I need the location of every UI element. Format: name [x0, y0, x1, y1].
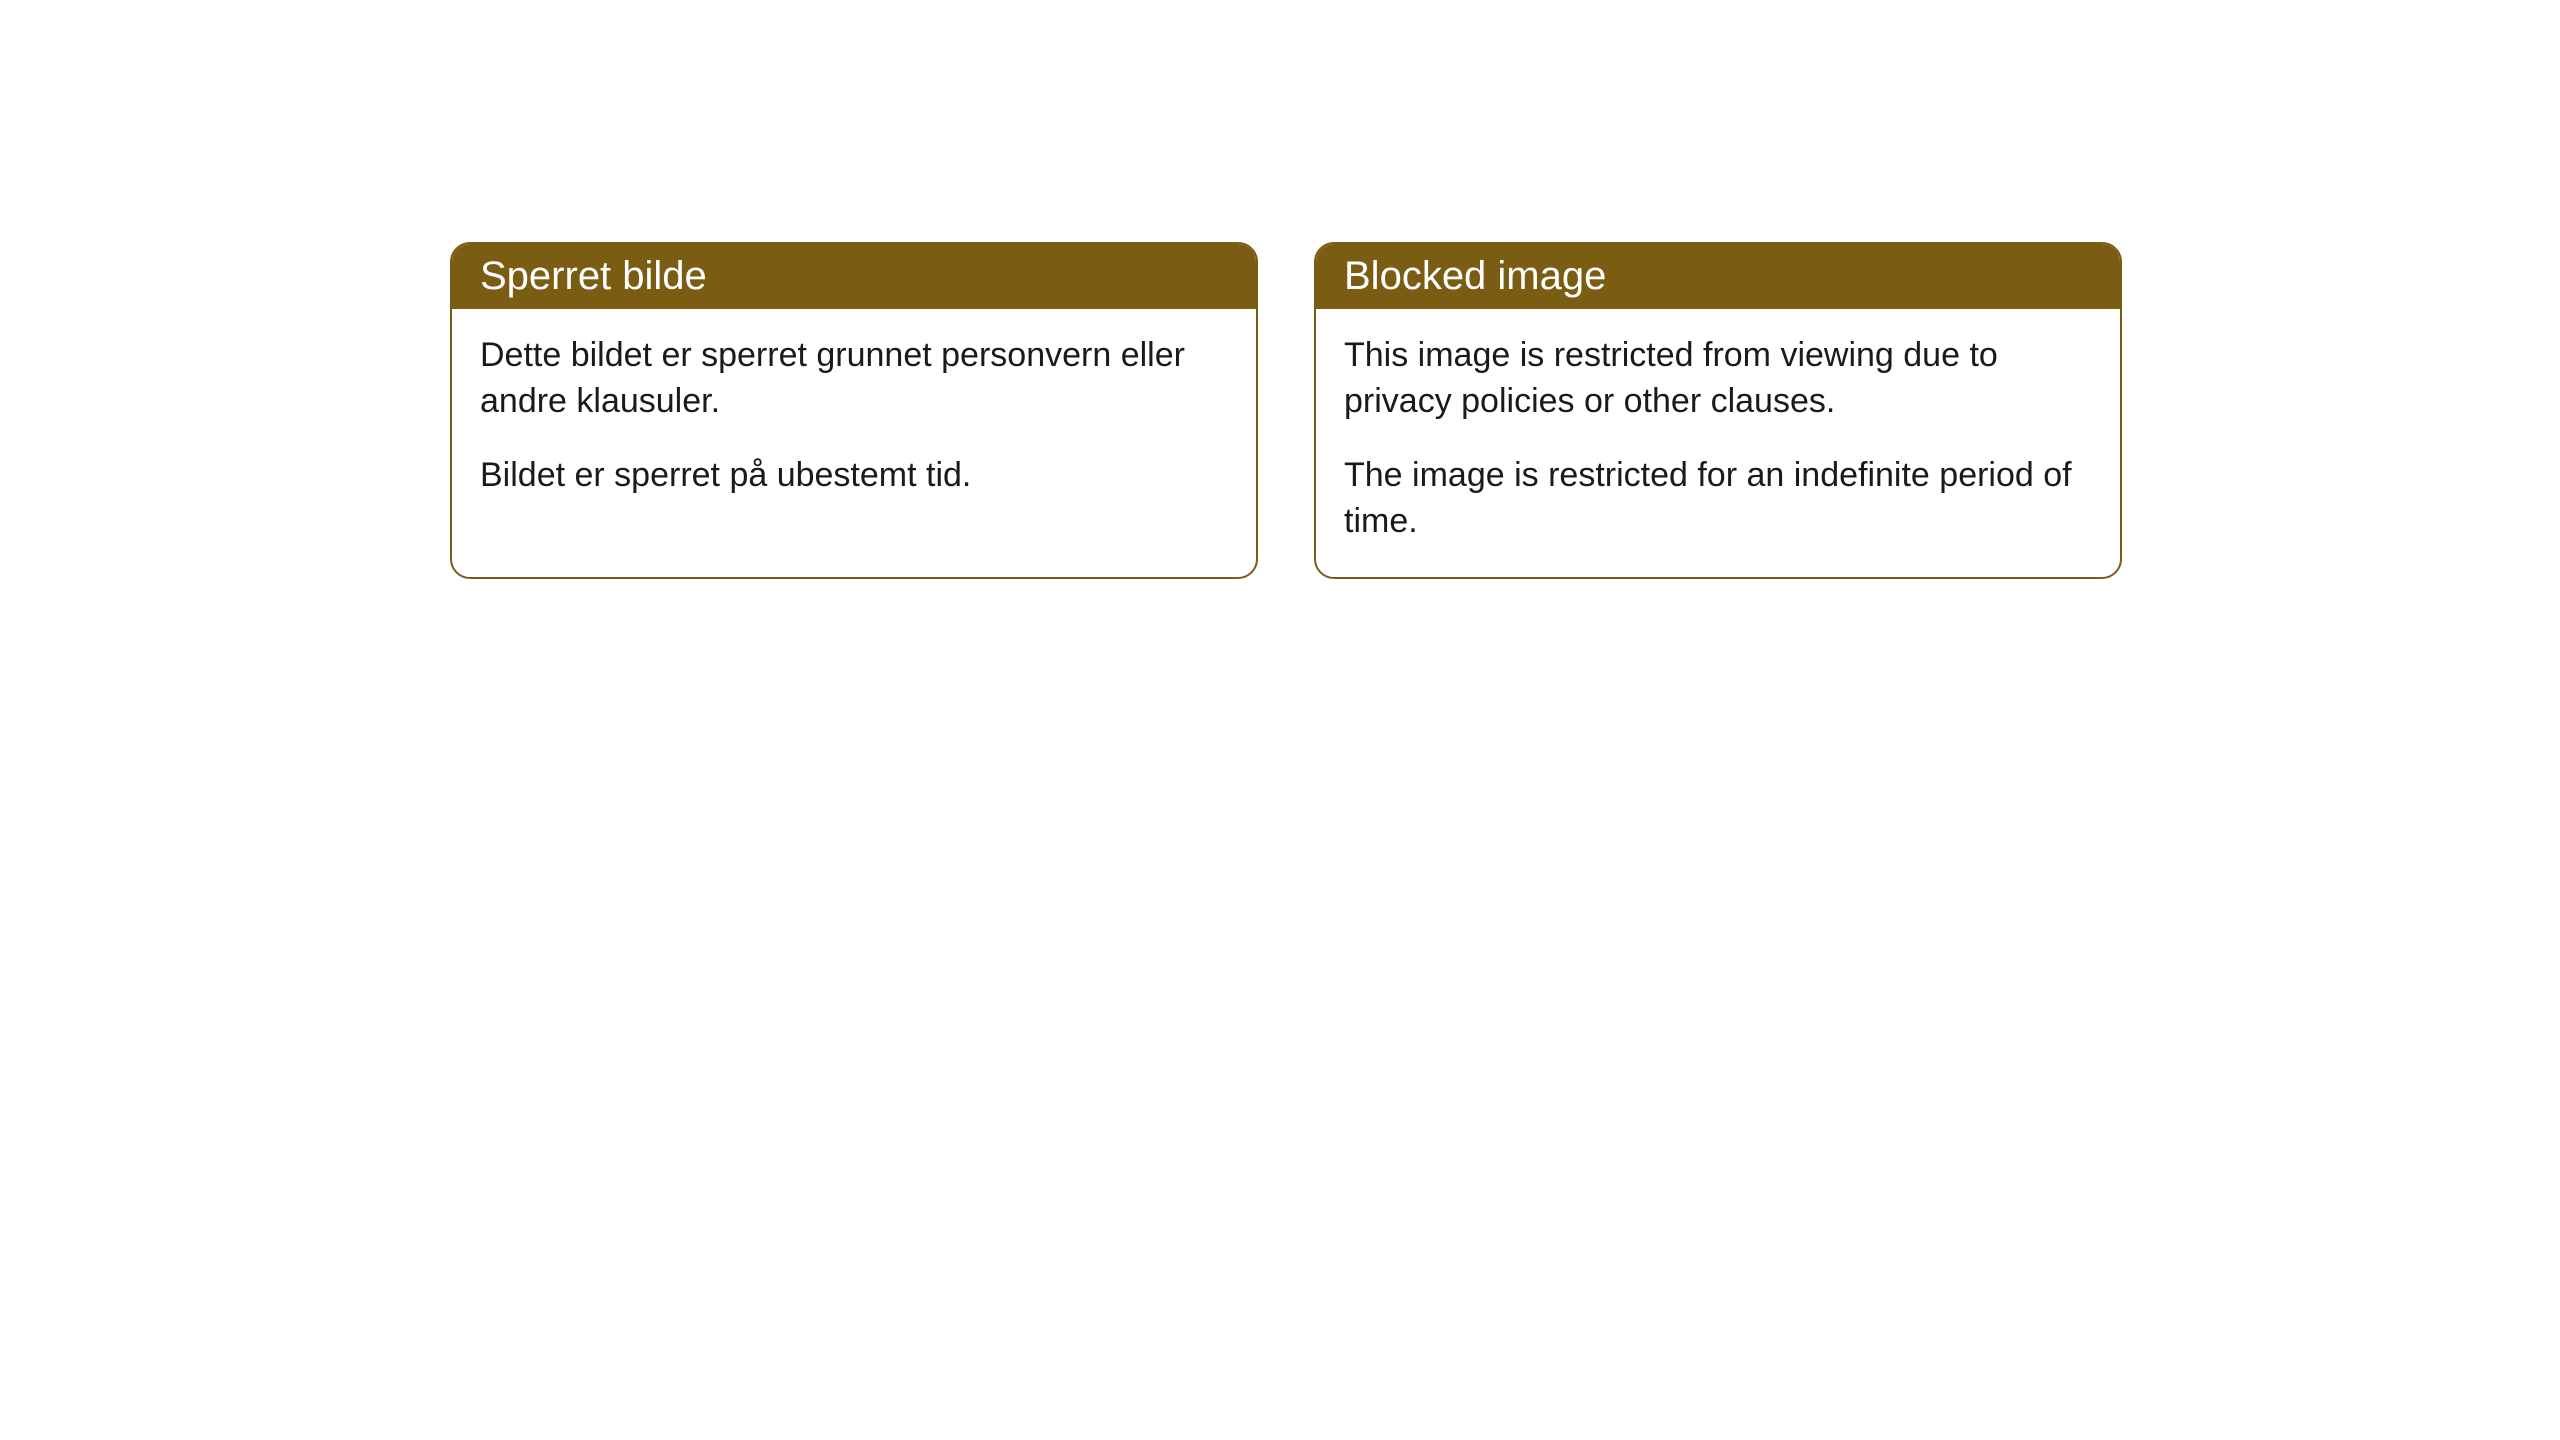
card-paragraph: Dette bildet er sperret grunnet personve…: [480, 333, 1228, 425]
card-paragraph: The image is restricted for an indefinit…: [1344, 453, 2092, 545]
blocked-image-card-english: Blocked image This image is restricted f…: [1314, 242, 2122, 579]
card-body: Dette bildet er sperret grunnet personve…: [452, 309, 1256, 531]
card-title: Sperret bilde: [452, 244, 1256, 309]
card-title: Blocked image: [1316, 244, 2120, 309]
blocked-image-card-norwegian: Sperret bilde Dette bildet er sperret gr…: [450, 242, 1258, 579]
card-container: Sperret bilde Dette bildet er sperret gr…: [0, 0, 2560, 579]
card-paragraph: This image is restricted from viewing du…: [1344, 333, 2092, 425]
card-body: This image is restricted from viewing du…: [1316, 309, 2120, 577]
card-paragraph: Bildet er sperret på ubestemt tid.: [480, 453, 1228, 499]
